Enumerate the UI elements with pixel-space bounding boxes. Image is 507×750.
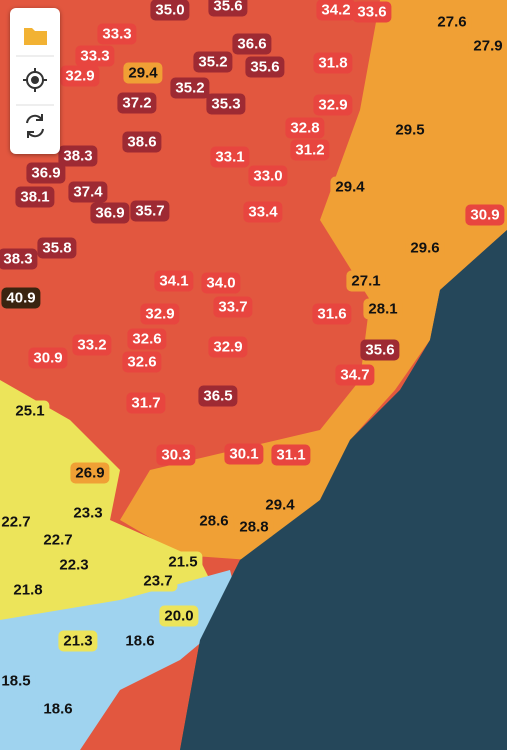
temperature-marker[interactable]: 20.0 (159, 605, 199, 627)
temperature-marker[interactable]: 26.9 (70, 462, 110, 484)
toolbar-icons (16, 28, 54, 138)
temperature-marker[interactable]: 33.3 (75, 45, 115, 67)
temperature-marker[interactable]: 30.3 (156, 444, 196, 466)
temperature-marker[interactable]: 32.9 (208, 336, 248, 358)
temperature-marker[interactable]: 33.3 (97, 23, 137, 45)
temperature-marker[interactable]: 35.6 (208, 0, 248, 17)
temperature-marker[interactable]: 35.2 (193, 51, 233, 73)
temperature-marker[interactable]: 21.3 (58, 630, 98, 652)
temperature-marker[interactable]: 35.2 (170, 77, 210, 99)
temperature-marker[interactable]: 38.3 (0, 248, 38, 270)
temperature-marker[interactable]: 21.5 (163, 551, 203, 573)
temperature-marker[interactable]: 33.0 (248, 165, 288, 187)
locate-icon[interactable] (23, 68, 47, 92)
temperature-marker[interactable]: 35.6 (360, 339, 400, 361)
temperature-marker[interactable]: 37.2 (117, 92, 157, 114)
temperature-marker[interactable]: 28.1 (363, 298, 403, 320)
temperature-marker[interactable]: 34.1 (154, 270, 194, 292)
temperature-marker[interactable]: 34.0 (201, 272, 241, 294)
temperature-marker[interactable]: 31.6 (312, 303, 352, 325)
temperature-marker[interactable]: 31.1 (271, 444, 311, 466)
temperature-marker[interactable]: 35.6 (245, 56, 285, 78)
temperature-marker[interactable]: 35.3 (206, 93, 246, 115)
temperature-marker[interactable]: 38.6 (122, 131, 162, 153)
temperature-marker[interactable]: 35.7 (130, 200, 170, 222)
temperature-marker[interactable]: 33.4 (243, 201, 283, 223)
temperature-marker[interactable]: 30.9 (28, 347, 68, 369)
temperature-marker[interactable]: 31.7 (126, 392, 166, 414)
temperature-marker[interactable]: 36.5 (198, 385, 238, 407)
temperature-marker[interactable]: 18.5 (0, 670, 36, 692)
temperature-marker[interactable]: 38.1 (15, 186, 55, 208)
temperature-marker[interactable]: 18.6 (38, 698, 78, 720)
temperature-marker[interactable]: 28.6 (194, 510, 234, 532)
temperature-marker[interactable]: 34.2 (316, 0, 356, 21)
temperature-marker[interactable]: 23.3 (68, 502, 108, 524)
temperature-marker[interactable]: 29.4 (123, 62, 163, 84)
temperature-marker[interactable]: 35.0 (150, 0, 190, 21)
temperature-marker[interactable]: 28.8 (234, 516, 274, 538)
temperature-marker[interactable]: 21.8 (8, 579, 48, 601)
temperature-marker[interactable]: 31.2 (290, 139, 330, 161)
folder-icon[interactable] (24, 28, 47, 45)
temperature-marker[interactable]: 36.6 (232, 33, 272, 55)
temperature-marker[interactable]: 31.8 (313, 52, 353, 74)
temperature-marker[interactable]: 22.7 (38, 529, 78, 551)
refresh-icon[interactable] (26, 114, 44, 138)
temperature-marker[interactable]: 33.2 (72, 334, 112, 356)
toolbar (10, 8, 60, 154)
temperature-marker[interactable]: 33.6 (352, 1, 392, 23)
temperature-marker[interactable]: 22.7 (0, 511, 36, 533)
temperature-marker[interactable]: 35.8 (37, 237, 77, 259)
temperature-marker[interactable]: 33.7 (213, 296, 253, 318)
temperature-marker[interactable]: 34.7 (335, 364, 375, 386)
temperature-marker[interactable]: 37.4 (68, 181, 108, 203)
temperature-marker[interactable]: 36.9 (90, 202, 130, 224)
temperature-marker[interactable]: 32.8 (285, 117, 325, 139)
temperature-marker[interactable]: 32.6 (127, 328, 167, 350)
temperature-marker[interactable]: 23.7 (138, 570, 178, 592)
temperature-marker[interactable]: 29.4 (260, 494, 300, 516)
temperature-marker[interactable]: 27.1 (346, 270, 386, 292)
temperature-marker[interactable]: 29.5 (390, 119, 430, 141)
temperature-marker[interactable]: 27.6 (432, 11, 472, 33)
temperature-marker[interactable]: 32.6 (122, 351, 162, 373)
temperature-marker[interactable]: 25.1 (10, 400, 50, 422)
temperature-marker[interactable]: 32.9 (313, 94, 353, 116)
temperature-marker[interactable]: 18.6 (120, 630, 160, 652)
temperature-marker[interactable]: 30.9 (465, 204, 505, 226)
temperature-marker[interactable]: 29.4 (330, 176, 370, 198)
temperature-marker[interactable]: 32.9 (140, 303, 180, 325)
temperature-marker[interactable]: 22.3 (54, 554, 94, 576)
temperature-marker[interactable]: 27.9 (468, 35, 507, 57)
temperature-marker[interactable]: 36.9 (26, 162, 66, 184)
temperature-marker[interactable]: 30.1 (224, 443, 264, 465)
temperature-marker[interactable]: 40.9 (1, 287, 41, 309)
temperature-marker[interactable]: 33.1 (210, 146, 250, 168)
temperature-marker[interactable]: 32.9 (60, 65, 100, 87)
temperature-marker[interactable]: 29.6 (405, 237, 445, 259)
temperature-marker[interactable]: 38.3 (58, 145, 98, 167)
